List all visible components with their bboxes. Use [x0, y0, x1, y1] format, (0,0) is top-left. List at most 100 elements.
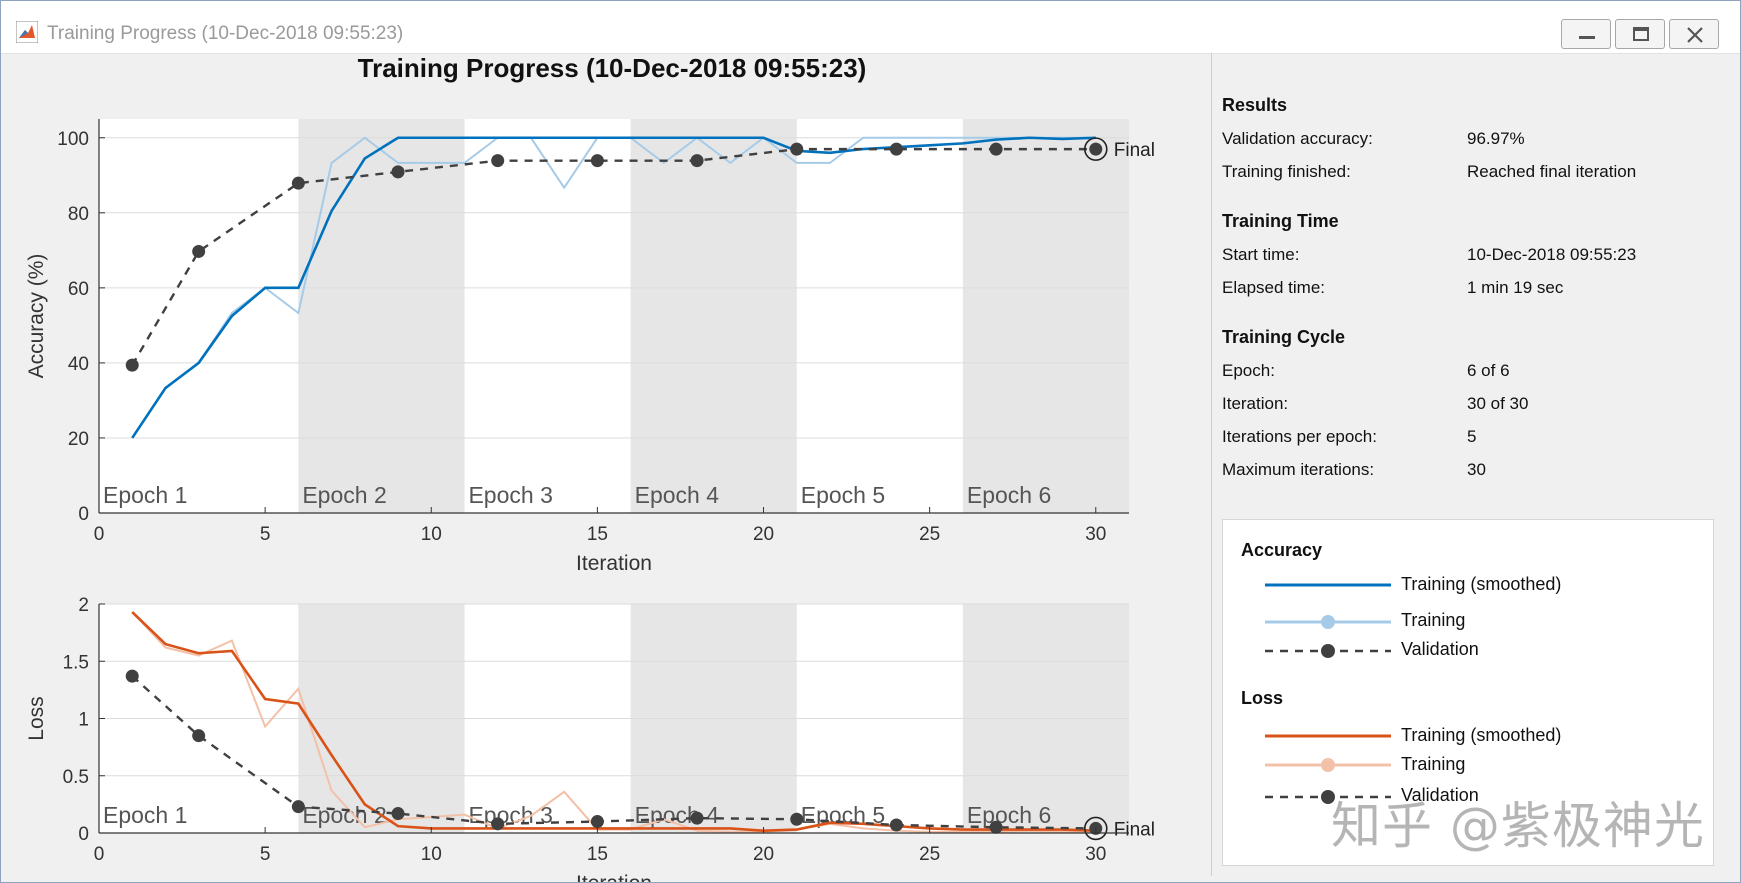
acc-final-marker [1083, 137, 1108, 161]
loss-y-tick-label: 1 [78, 710, 89, 731]
legend-loss-validation-line [1265, 790, 1391, 804]
acc-epoch-label-3: Epoch 3 [468, 482, 552, 508]
legend-loss-smoothed-line [1265, 734, 1391, 738]
acc-y-tick-label: 20 [68, 429, 89, 450]
acc-x-tick-label: 15 [587, 524, 608, 545]
loss-validation-point [491, 817, 505, 831]
acc-x-tick-label: 25 [919, 524, 940, 545]
legend-acc-training-line [1265, 615, 1391, 629]
loss-x-tick-label: 30 [1085, 844, 1106, 865]
loss-epoch-label-6: Epoch 6 [967, 802, 1051, 828]
loss-y-tick-label: 0.5 [63, 767, 89, 788]
acc-epoch-shade-4 [630, 119, 797, 513]
matlab-icon [16, 21, 38, 43]
acc-epoch-label-2: Epoch 2 [302, 482, 386, 508]
window-title: Training Progress (10-Dec-2018 09:55:23) [47, 23, 404, 44]
acc-validation-point [690, 154, 704, 168]
plots-canvas: Epoch 1 Epoch 2 Epoch 3 Epoch 4 Epoch 5 Epoch… [25, 119, 1155, 883]
training-finished-key: Training finished: [1222, 162, 1351, 181]
acc-x-tick-label: 5 [260, 524, 271, 545]
iterations-per-epoch-key: Iterations per epoch: [1222, 427, 1377, 446]
maximum-iterations-value: 30 [1467, 460, 1486, 479]
acc-validation-point [192, 244, 206, 258]
acc-y-axis-label: Accuracy (%) [25, 254, 48, 379]
legend-acc-validation-label: Validation [1401, 639, 1479, 659]
acc-x-tick-label: 10 [421, 524, 442, 545]
loss-x-tick-label: 20 [753, 844, 774, 865]
acc-x-tick-label: 0 [94, 524, 105, 545]
loss-x-tick-label: 25 [919, 844, 940, 865]
loss-final-marker [1083, 816, 1108, 841]
loss-x-tick-label: 5 [260, 844, 271, 865]
loss-x-axis-label: Iteration [576, 872, 652, 883]
legend-loss-training-line [1265, 758, 1391, 772]
acc-y-tick-label: 80 [68, 204, 89, 225]
start-time-value: 10-Dec-2018 09:55:23 [1467, 245, 1637, 264]
legend-loss-smoothed-label: Training (smoothed) [1401, 725, 1562, 745]
acc-series-training-smoothed [131, 136, 1096, 439]
loss-y-tick-label: 2 [78, 595, 89, 616]
acc-x-tick-label: 30 [1085, 524, 1106, 545]
loss-validation-point [590, 815, 604, 829]
epoch-value: 6 of 6 [1467, 361, 1510, 380]
maximize-button[interactable] [1615, 19, 1665, 49]
legend-acc-smoothed-label: Training (smoothed) [1401, 574, 1562, 594]
validation-accuracy-value: 96.97% [1467, 129, 1525, 148]
loss-y-tick-label: 1.5 [63, 652, 89, 673]
legend-loss-training-label: Training [1401, 754, 1466, 774]
legend-accuracy-title: Accuracy [1241, 540, 1323, 560]
loss-validation-point [690, 811, 704, 825]
acc-validation-point [291, 176, 305, 190]
loss-x-tick-label: 0 [94, 844, 105, 865]
elapsed-time-key: Elapsed time: [1222, 278, 1325, 297]
loss-validation-point [125, 669, 139, 683]
loss-validation-point [889, 818, 903, 832]
acc-y-tick-label: 0 [78, 504, 89, 525]
acc-epoch-shade-2 [298, 119, 465, 513]
acc-validation-point [1089, 142, 1103, 156]
info-panel: Results Validation accuracy: 96.97% Trai… [1211, 53, 1724, 876]
minimize-button[interactable] [1561, 19, 1611, 49]
elapsed-time-value: 1 min 19 sec [1467, 278, 1564, 297]
loss-x-tick-label: 10 [421, 844, 442, 865]
training-finished-value: Reached final iteration [1467, 162, 1637, 181]
watermark: 知乎 @紫极神光 [1331, 797, 1705, 855]
minimize-icon [1579, 36, 1595, 39]
acc-epoch-label-5: Epoch 5 [801, 482, 885, 508]
training-cycle-title: Training Cycle [1222, 327, 1346, 347]
loss-validation-point [291, 800, 305, 814]
title-bar[interactable]: Training Progress (10-Dec-2018 09:55:23) [1, 1, 1740, 54]
loss-y-axis-label: Loss [25, 696, 48, 740]
iteration-key: Iteration: [1222, 394, 1289, 413]
loss-series-training-smoothed [131, 611, 1096, 833]
acc-validation-point [491, 154, 505, 168]
close-button[interactable] [1669, 19, 1719, 49]
legend-acc-smoothed-line [1265, 583, 1391, 587]
acc-plot-bg [99, 119, 1129, 513]
training-time-title: Training Time [1222, 211, 1339, 231]
loss-validation-point [391, 807, 405, 821]
legend-acc-training-label: Training [1401, 610, 1466, 630]
acc-series-validation [131, 147, 1096, 366]
acc-epoch-label-1: Epoch 1 [103, 482, 187, 508]
legend-box: Accuracy Training (smoothed) Training Va… [1222, 519, 1714, 866]
acc-validation-point [989, 142, 1003, 156]
maximize-icon [1633, 27, 1649, 41]
acc-y-tick-label: 40 [68, 354, 89, 375]
validation-accuracy-key: Validation accuracy: [1222, 129, 1373, 148]
iteration-value: 30 of 30 [1467, 394, 1529, 413]
loss-validation-point [790, 812, 804, 826]
loss-validation-point [192, 729, 206, 743]
acc-validation-point [391, 165, 405, 179]
acc-x-axis-label: Iteration [576, 552, 652, 575]
results-title: Results [1222, 95, 1288, 115]
loss-epoch-label-1: Epoch 1 [103, 802, 187, 828]
legend-loss-validation-label: Validation [1401, 785, 1479, 805]
figure-title: Training Progress (10-Dec-2018 09:55:23) [357, 53, 867, 83]
loss-x-tick-label: 15 [587, 844, 608, 865]
loss-y-tick-label: 0 [78, 824, 89, 845]
close-icon [1687, 27, 1703, 43]
acc-validation-point [790, 142, 804, 156]
acc-validation-point [889, 142, 903, 156]
